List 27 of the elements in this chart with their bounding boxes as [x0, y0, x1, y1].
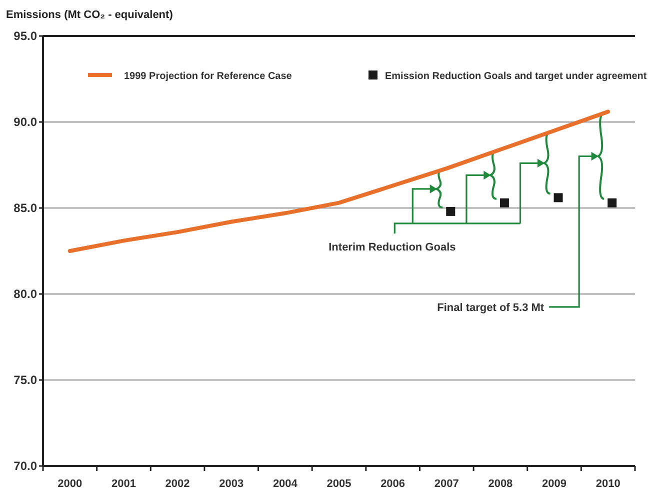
x-tick-label: 2003	[219, 478, 244, 490]
y-tick-label: 95.0	[14, 29, 38, 43]
y-tick-label: 90.0	[14, 115, 38, 129]
point	[446, 206, 456, 216]
x-tick-label: 2007	[434, 478, 459, 490]
x-tick-label: 2006	[380, 478, 406, 490]
y-tick-label: 80.0	[14, 287, 38, 301]
x-tick-label: 2010	[596, 478, 620, 490]
y-axis-title: Emissions (Mt CO₂ - equivalent)	[6, 9, 174, 21]
y-tick-label: 85.0	[14, 201, 38, 215]
x-tick-label: 2002	[165, 478, 190, 490]
x-tick-label: 2004	[272, 478, 298, 490]
line-series	[68, 110, 610, 253]
legend-label: 1999 Projection for Reference Case	[124, 71, 292, 82]
x-tick-label: 2001	[111, 478, 136, 490]
legend-label: Emission Reduction Goals and target under agreement	[385, 71, 648, 82]
x-tick-label: 2005	[326, 478, 352, 490]
point	[500, 198, 509, 208]
y-tick-label: 75.0	[14, 373, 38, 387]
annotation: Final target of 5.3 Mt	[437, 302, 544, 314]
y-tick-label: 70.0	[14, 459, 38, 473]
annotation: Interim Reduction Goals	[328, 241, 456, 254]
x-tick-label: 2008	[488, 478, 513, 490]
x-tick-label: 2000	[58, 478, 82, 490]
x-tick-label: 2009	[542, 478, 567, 490]
point	[554, 193, 563, 202]
point	[608, 198, 617, 208]
